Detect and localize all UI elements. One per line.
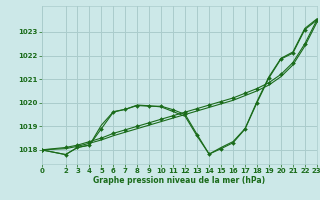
X-axis label: Graphe pression niveau de la mer (hPa): Graphe pression niveau de la mer (hPa) [93,176,265,185]
